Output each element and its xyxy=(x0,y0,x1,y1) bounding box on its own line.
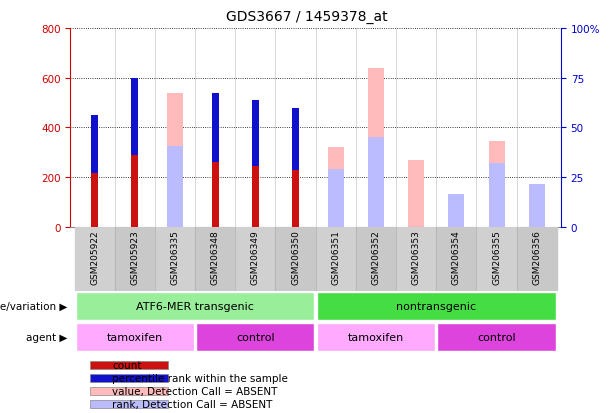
Text: GSM206354: GSM206354 xyxy=(452,230,461,284)
Text: GDS3667 / 1459378_at: GDS3667 / 1459378_at xyxy=(226,10,387,24)
Bar xyxy=(408,160,424,227)
Text: count: count xyxy=(112,360,142,370)
Text: tamoxifen: tamoxifen xyxy=(107,332,163,342)
Bar xyxy=(292,143,299,227)
Text: nontransgenic: nontransgenic xyxy=(396,301,476,311)
Bar xyxy=(91,169,98,227)
Text: GSM206353: GSM206353 xyxy=(412,230,421,285)
Bar xyxy=(91,116,98,174)
Bar xyxy=(448,202,465,227)
Bar xyxy=(368,69,384,227)
Bar xyxy=(196,324,314,351)
Bar xyxy=(396,227,436,291)
Text: GSM206349: GSM206349 xyxy=(251,230,260,284)
Bar xyxy=(76,324,194,351)
Bar xyxy=(438,324,555,351)
Bar xyxy=(489,164,504,227)
Bar xyxy=(235,227,275,291)
Bar xyxy=(317,293,555,320)
Text: GSM205923: GSM205923 xyxy=(131,230,139,284)
Bar xyxy=(252,101,259,166)
Text: GSM206352: GSM206352 xyxy=(371,230,381,284)
Bar xyxy=(529,185,545,227)
Bar xyxy=(211,158,219,227)
Bar xyxy=(476,227,517,291)
Text: GSM205922: GSM205922 xyxy=(90,230,99,284)
Bar xyxy=(448,195,465,227)
Text: agent ▶: agent ▶ xyxy=(26,332,67,343)
Bar xyxy=(436,227,476,291)
Bar xyxy=(252,161,259,227)
Bar xyxy=(292,166,299,227)
Text: GSM206350: GSM206350 xyxy=(291,230,300,285)
Text: tamoxifen: tamoxifen xyxy=(348,332,404,342)
Bar xyxy=(131,150,139,227)
Bar xyxy=(328,148,344,227)
Bar xyxy=(356,227,396,291)
Bar xyxy=(317,324,435,351)
Text: percentile rank within the sample: percentile rank within the sample xyxy=(112,373,288,383)
Text: ATF6-MER transgenic: ATF6-MER transgenic xyxy=(136,301,254,311)
Bar xyxy=(155,227,195,291)
Bar xyxy=(292,109,299,171)
Bar xyxy=(75,227,115,291)
Bar xyxy=(489,142,504,227)
Bar xyxy=(90,400,167,408)
Bar xyxy=(368,138,384,227)
Bar xyxy=(517,227,557,291)
Text: GSM206356: GSM206356 xyxy=(532,230,541,285)
Bar xyxy=(90,387,167,395)
Bar xyxy=(76,293,314,320)
Bar xyxy=(195,227,235,291)
Bar xyxy=(115,227,155,291)
Text: GSM206355: GSM206355 xyxy=(492,230,501,285)
Bar xyxy=(90,374,167,382)
Bar xyxy=(316,227,356,291)
Text: GSM206351: GSM206351 xyxy=(331,230,340,285)
Bar xyxy=(211,93,219,163)
Bar xyxy=(167,147,183,227)
Text: value, Detection Call = ABSENT: value, Detection Call = ABSENT xyxy=(112,386,278,396)
Bar xyxy=(275,227,316,291)
Text: rank, Detection Call = ABSENT: rank, Detection Call = ABSENT xyxy=(112,399,273,409)
Text: genotype/variation ▶: genotype/variation ▶ xyxy=(0,301,67,312)
Text: control: control xyxy=(236,332,275,342)
Bar xyxy=(131,113,139,227)
Text: GSM206348: GSM206348 xyxy=(211,230,219,284)
Bar xyxy=(90,361,167,369)
Bar xyxy=(167,93,183,227)
Bar xyxy=(131,78,139,155)
Text: control: control xyxy=(478,332,516,342)
Bar xyxy=(328,169,344,227)
Text: GSM206335: GSM206335 xyxy=(170,230,180,285)
Bar xyxy=(91,168,98,227)
Bar xyxy=(252,126,259,227)
Bar xyxy=(211,123,219,227)
Bar xyxy=(529,189,545,227)
